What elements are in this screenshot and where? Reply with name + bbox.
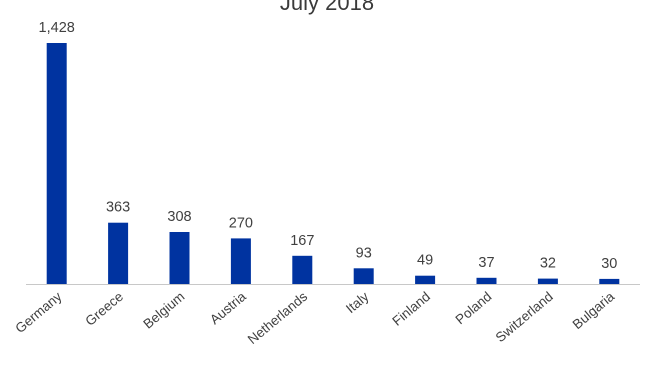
bar-bulgaria (599, 278, 620, 284)
x-tick-label-greece: Greece (82, 289, 126, 329)
bar-germany (46, 43, 67, 284)
data-label-italy: 93 (356, 245, 372, 261)
bar-netherlands (292, 255, 313, 284)
bar-switzerland (537, 278, 558, 284)
data-label-netherlands: 167 (290, 233, 314, 249)
data-label-switzerland: 32 (540, 256, 556, 272)
data-label-belgium: 308 (167, 209, 191, 225)
x-tick-label-austria: Austria (207, 289, 249, 328)
x-tick-label-germany: Germany (12, 289, 64, 336)
x-tick-label-poland: Poland (453, 289, 495, 328)
x-tick-label-bulgaria: Bulgaria (570, 288, 618, 332)
bar-belgium (169, 232, 190, 284)
chart-title: July 2018 (280, 0, 374, 15)
bar-poland (476, 277, 497, 284)
x-tick-label-finland: Finland (389, 289, 433, 329)
data-label-germany: 1,428 (39, 20, 75, 36)
data-label-finland: 49 (417, 253, 433, 269)
data-label-bulgaria: 30 (601, 256, 617, 272)
data-label-austria: 270 (229, 215, 253, 231)
data-label-greece: 363 (106, 200, 130, 216)
bar-greece (108, 222, 129, 284)
bars-group (46, 43, 620, 284)
x-tick-label-italy: Italy (343, 289, 372, 317)
bar-finland (415, 275, 436, 284)
data-label-poland: 37 (478, 255, 494, 271)
data-labels-group: 1,428 363 308 270 167 93 49 37 32 30 (39, 20, 618, 272)
x-tick-label-belgium: Belgium (140, 289, 187, 332)
x-tick-label-netherlands: Netherlands (245, 289, 311, 347)
bar-italy (353, 268, 374, 284)
bar-austria (230, 238, 251, 284)
x-tick-label-switzerland: Switzerland (493, 289, 556, 345)
